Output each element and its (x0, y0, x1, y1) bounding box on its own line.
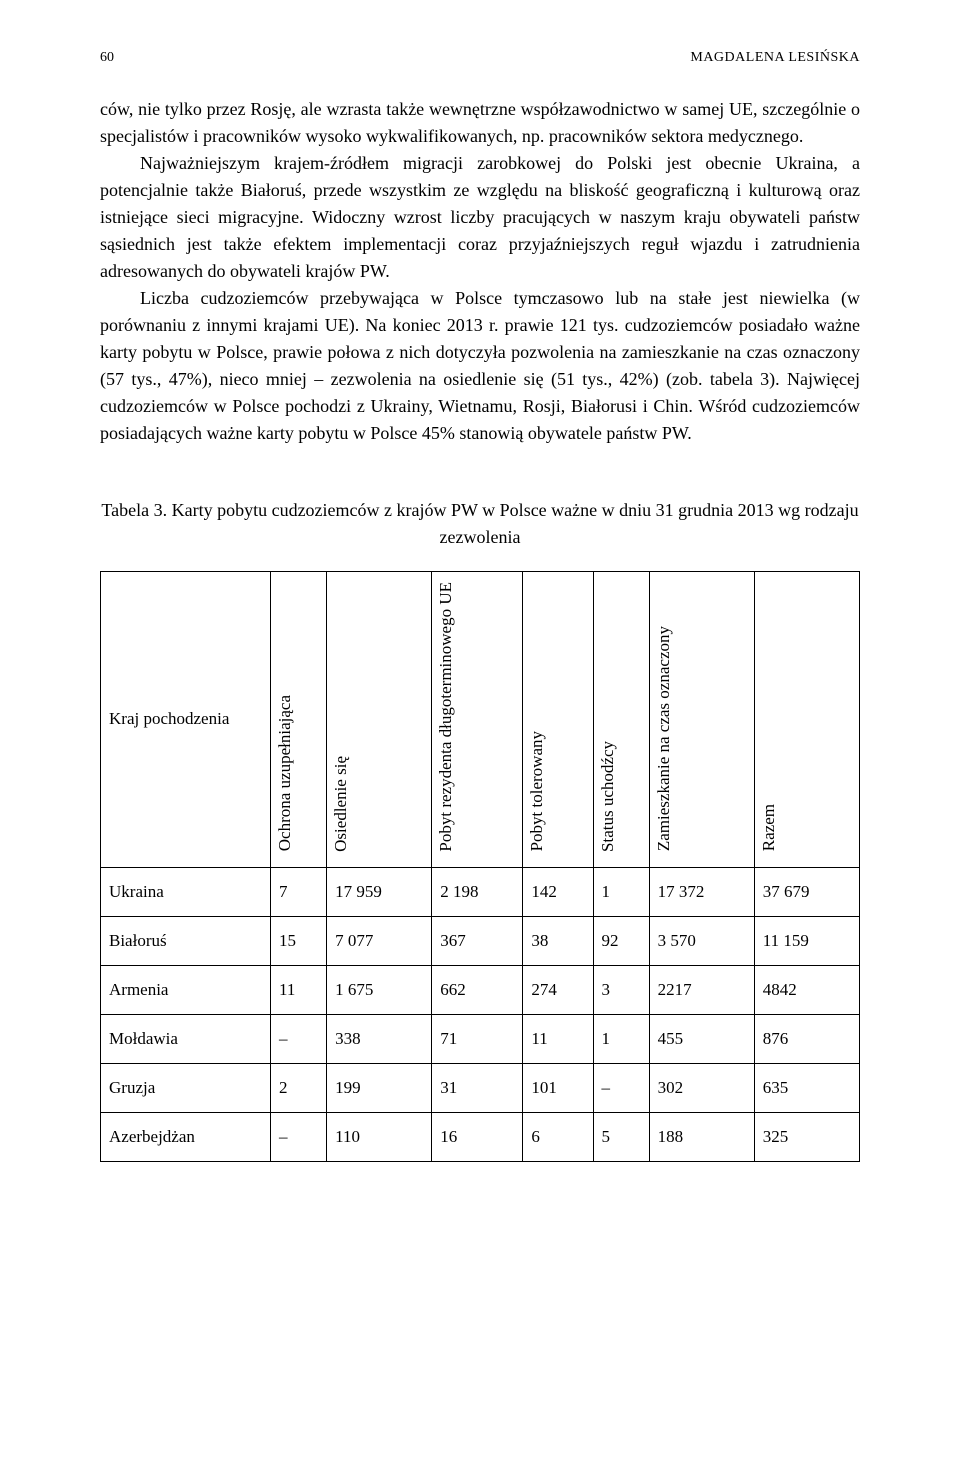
table-cell: 1 (593, 867, 649, 916)
page-number: 60 (100, 50, 114, 66)
table-cell-country: Ukraina (101, 867, 271, 916)
table-col-header: Razem (754, 572, 859, 868)
table-cell: 92 (593, 916, 649, 965)
table-cell: 71 (432, 1014, 523, 1063)
table-cell: 455 (649, 1014, 754, 1063)
author-name: MAGDALENA LESIŃSKA (690, 50, 860, 66)
table-cell: 101 (523, 1063, 593, 1112)
table-col-header: Status uchodźcy (593, 572, 649, 868)
table-cell: 1 (593, 1014, 649, 1063)
table-row: Armenia111 675662274322174842 (101, 965, 860, 1014)
table-cell: 3 (593, 965, 649, 1014)
table-cell: 37 679 (754, 867, 859, 916)
table-cell: 142 (523, 867, 593, 916)
table-col-header: Pobyt rezydenta długoterminowego UE (432, 572, 523, 868)
table-cell: 5 (593, 1112, 649, 1161)
table-cell: 3 570 (649, 916, 754, 965)
table-cell-country: Azerbejdżan (101, 1112, 271, 1161)
table-cell: 876 (754, 1014, 859, 1063)
table-caption: Tabela 3. Karty pobytu cudzoziemców z kr… (100, 497, 860, 551)
table-cell: 110 (327, 1112, 432, 1161)
table-cell: 38 (523, 916, 593, 965)
table-col-header: Osiedlenie się (327, 572, 432, 868)
table-cell: 17 959 (327, 867, 432, 916)
table-cell: 302 (649, 1063, 754, 1112)
table-cell-country: Białoruś (101, 916, 271, 965)
table-cell: 2 198 (432, 867, 523, 916)
table-row: Białoruś157 07736738923 57011 159 (101, 916, 860, 965)
body-text: ców, nie tylko przez Rosję, ale wzrasta … (100, 96, 860, 447)
table-col-header: Pobyt tolerowany (523, 572, 593, 868)
table-cell: 31 (432, 1063, 523, 1112)
table-row: Gruzja219931101–302635 (101, 1063, 860, 1112)
table-cell: 7 077 (327, 916, 432, 965)
table-row: Azerbejdżan–1101665188325 (101, 1112, 860, 1161)
table-col-header: Ochrona uzupełniająca (271, 572, 327, 868)
table-cell: 11 159 (754, 916, 859, 965)
table-cell: 199 (327, 1063, 432, 1112)
table-row: Mołdawia–33871111455876 (101, 1014, 860, 1063)
table-cell: 2 (271, 1063, 327, 1112)
table-cell: 16 (432, 1112, 523, 1161)
table-row: Ukraina717 9592 198142117 37237 679 (101, 867, 860, 916)
table-cell: – (271, 1112, 327, 1161)
paragraph-2: Najważniejszym krajem-źródłem migracji z… (100, 150, 860, 285)
table-cell: 1 675 (327, 965, 432, 1014)
table-cell-country: Mołdawia (101, 1014, 271, 1063)
table-cell: 367 (432, 916, 523, 965)
table-body: Ukraina717 9592 198142117 37237 679Biało… (101, 867, 860, 1161)
table-cell: – (271, 1014, 327, 1063)
table-col-header: Zamieszkanie na czas oznaczony (649, 572, 754, 868)
table-cell: 17 372 (649, 867, 754, 916)
table-cell: 338 (327, 1014, 432, 1063)
table-cell: 11 (523, 1014, 593, 1063)
table-cell: 4842 (754, 965, 859, 1014)
page-header: 60 MAGDALENA LESIŃSKA (100, 50, 860, 66)
table-cell: 635 (754, 1063, 859, 1112)
table-cell: 2217 (649, 965, 754, 1014)
table-cell-country: Armenia (101, 965, 271, 1014)
table-cell: 662 (432, 965, 523, 1014)
table-cell: 15 (271, 916, 327, 965)
table-cell: 6 (523, 1112, 593, 1161)
table-cell: 7 (271, 867, 327, 916)
table-cell: – (593, 1063, 649, 1112)
table-cell-country: Gruzja (101, 1063, 271, 1112)
table-row-header: Kraj pochodzenia (101, 572, 271, 868)
residence-cards-table: Kraj pochodzenia Ochrona uzupełniająca O… (100, 571, 860, 1162)
table-cell: 325 (754, 1112, 859, 1161)
paragraph-3: Liczba cudzoziemców przebywająca w Polsc… (100, 285, 860, 447)
table-cell: 188 (649, 1112, 754, 1161)
paragraph-1: ców, nie tylko przez Rosję, ale wzrasta … (100, 96, 860, 150)
table-header-row: Kraj pochodzenia Ochrona uzupełniająca O… (101, 572, 860, 868)
table-cell: 11 (271, 965, 327, 1014)
table-cell: 274 (523, 965, 593, 1014)
